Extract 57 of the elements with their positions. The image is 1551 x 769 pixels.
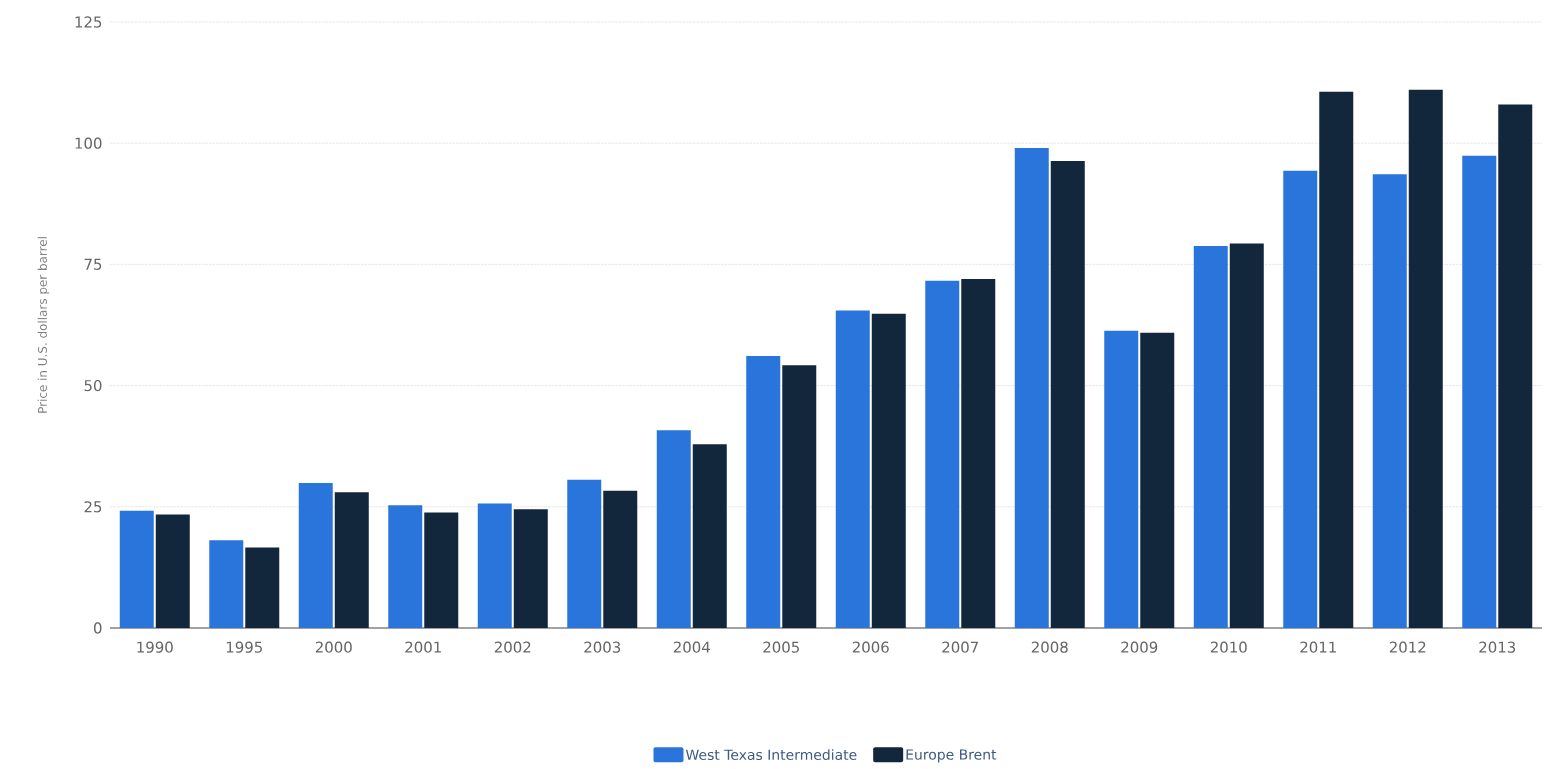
y-tick-label: 0: [93, 622, 102, 634]
x-tick-label: 2002: [494, 641, 531, 653]
legend-label: Europe Brent: [906, 749, 997, 763]
bar: [155, 514, 190, 628]
x-tick-label: 2006: [852, 641, 889, 653]
bar: [334, 492, 369, 628]
x-tick-label: 2005: [763, 641, 799, 653]
bar: [1140, 332, 1175, 628]
y-tick-label: 50: [84, 379, 102, 392]
bar: [1229, 243, 1264, 628]
bar: [692, 444, 727, 628]
bar: [119, 510, 154, 628]
bar: [298, 483, 333, 628]
bar: [1498, 104, 1533, 628]
bar: [925, 280, 960, 628]
legend-label: West Texas Intermediate: [685, 749, 857, 760]
bar: [424, 512, 459, 628]
bar: [871, 313, 906, 628]
x-tick-label: 2013: [1479, 641, 1516, 653]
bar: [1050, 161, 1085, 628]
bar: [1408, 89, 1443, 628]
y-axis-title: Price in U.S. dollars per barrel: [37, 237, 50, 413]
x-tick-label: 2003: [584, 641, 621, 653]
x-tick-label: 2000: [315, 641, 352, 653]
bar: [388, 505, 423, 628]
bar: [1319, 91, 1354, 628]
x-tick-label: 2001: [405, 641, 441, 653]
bar: [656, 430, 691, 628]
x-tick-label: 1990: [137, 641, 173, 653]
x-tick-label: 2004: [673, 641, 710, 653]
bar: [1014, 148, 1049, 628]
bar: [1462, 155, 1497, 628]
bar: [603, 490, 638, 628]
bar: [1104, 330, 1139, 628]
bar: [782, 365, 817, 628]
x-tick-label: 2008: [1031, 641, 1068, 653]
bar: [513, 509, 548, 628]
x-tick-label: 2012: [1389, 641, 1426, 653]
bar: [567, 479, 602, 628]
x-tick-label: 1995: [226, 641, 262, 653]
x-tick-label: 2009: [1121, 641, 1158, 653]
bar: [1193, 245, 1228, 628]
bar: [746, 356, 781, 628]
bar: [245, 547, 280, 628]
y-tick-label: 75: [84, 258, 102, 270]
y-tick-label: 125: [75, 16, 102, 28]
bar: [1372, 174, 1407, 628]
x-tick-label: 2011: [1300, 641, 1336, 653]
x-tick-label: 2007: [942, 641, 978, 653]
bar: [835, 310, 870, 628]
bar: [961, 278, 996, 628]
bar: [209, 540, 244, 628]
y-tick-label: 100: [75, 137, 102, 149]
x-tick-label: 2010: [1210, 641, 1247, 653]
bar: [1283, 170, 1318, 628]
bar: [477, 503, 512, 628]
y-tick-label: 25: [84, 501, 102, 513]
